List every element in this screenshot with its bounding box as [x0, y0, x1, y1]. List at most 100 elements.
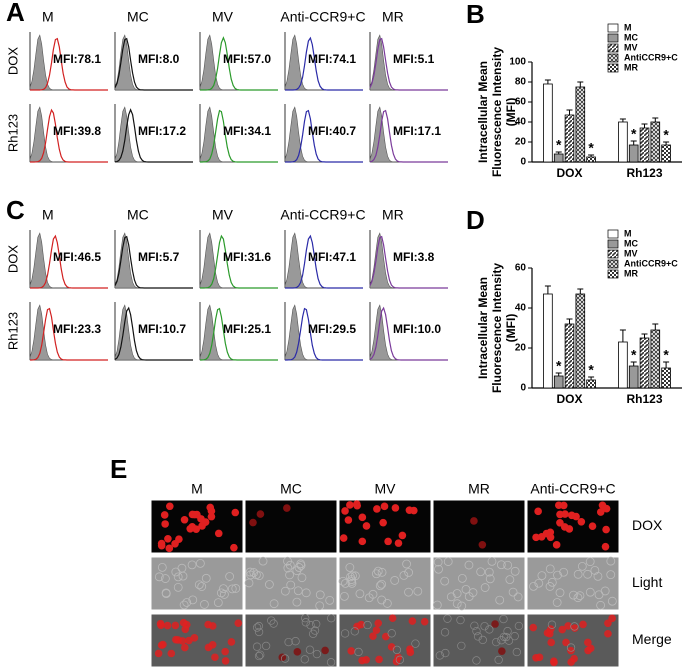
y-axis-label: (MFI) [504, 98, 518, 127]
cell [173, 572, 183, 582]
cell [391, 504, 400, 512]
cell [485, 625, 494, 634]
cell [154, 572, 164, 582]
cell [315, 590, 325, 600]
bar [618, 341, 628, 389]
cell [606, 556, 616, 566]
cell [195, 558, 205, 568]
cell [230, 543, 238, 552]
cell [214, 529, 223, 538]
legend-label: M [624, 22, 632, 32]
cell [564, 622, 572, 630]
cell [374, 619, 383, 627]
cell [252, 623, 262, 632]
error-bar [566, 109, 573, 115]
cell [197, 582, 207, 591]
cell [341, 507, 349, 515]
cell [537, 532, 546, 541]
mfi-label: MFI:29.5 [308, 322, 356, 336]
error-bar [588, 376, 595, 380]
cell [497, 636, 506, 645]
cell [478, 540, 487, 549]
cell [201, 518, 210, 526]
y-tick-label: 0 [520, 383, 526, 394]
cell [181, 625, 190, 634]
cell [413, 586, 423, 596]
cell [559, 567, 569, 577]
cell [487, 556, 497, 566]
cell [346, 501, 354, 509]
cell [355, 589, 365, 599]
cell [362, 522, 371, 530]
cell [552, 541, 561, 549]
cell [435, 651, 444, 660]
cell [283, 563, 293, 573]
cell [398, 531, 407, 540]
cell [340, 629, 350, 638]
cell [529, 623, 538, 632]
cell [472, 656, 481, 665]
legend-label: MR [624, 62, 638, 72]
mfi-label: MFI:23.3 [53, 322, 101, 336]
cell [280, 586, 290, 596]
bar [575, 86, 586, 163]
micrograph [244, 556, 338, 611]
cell [204, 643, 213, 652]
legend-swatch [607, 259, 619, 269]
cell [339, 534, 348, 542]
cell [362, 656, 370, 664]
cell [534, 507, 542, 516]
panel-letter: B [466, 0, 485, 29]
mfi-label: MFI:31.6 [223, 250, 271, 264]
column-header: Anti-CCR9+C [280, 207, 365, 223]
cell [556, 510, 564, 519]
cell [461, 584, 471, 594]
sample-histogram [369, 37, 448, 91]
cell [495, 595, 505, 605]
cell [390, 576, 400, 585]
cell [157, 562, 167, 572]
mfi-label: MFI:25.1 [223, 322, 271, 336]
cell [350, 627, 359, 636]
cell [353, 622, 361, 631]
bar [628, 144, 639, 163]
sample-histogram [30, 37, 108, 91]
cell [601, 542, 610, 551]
cell [484, 567, 494, 577]
legend-label: M [624, 228, 632, 238]
cell [348, 571, 357, 581]
error-bar [577, 81, 584, 87]
cell [264, 580, 274, 589]
cell [194, 580, 204, 590]
sample-histogram [114, 108, 193, 163]
mfi-label: MFI:78.1 [53, 52, 101, 66]
cell [326, 658, 336, 667]
bar [661, 144, 671, 163]
cell [464, 560, 474, 570]
cell [340, 591, 349, 601]
legend-swatch [607, 239, 619, 249]
cell [249, 568, 259, 577]
micrograph [244, 499, 338, 554]
row-label: Rh123 [5, 114, 20, 152]
cell [375, 655, 383, 664]
cell [167, 649, 176, 658]
cell [570, 622, 579, 631]
cell [399, 570, 409, 580]
cell [472, 626, 481, 636]
cell [566, 643, 576, 652]
panel-letter: D [466, 205, 485, 235]
cell [321, 646, 329, 655]
cell [535, 653, 544, 662]
cell [432, 600, 442, 610]
cell [569, 590, 578, 600]
cell [225, 572, 235, 581]
cell [552, 598, 562, 607]
cell [285, 570, 294, 580]
cell [180, 515, 189, 524]
row-label: Light [632, 574, 662, 590]
legend-swatch [607, 63, 619, 73]
cell [269, 619, 278, 628]
sample-histogram [285, 109, 363, 163]
cell [166, 502, 174, 511]
